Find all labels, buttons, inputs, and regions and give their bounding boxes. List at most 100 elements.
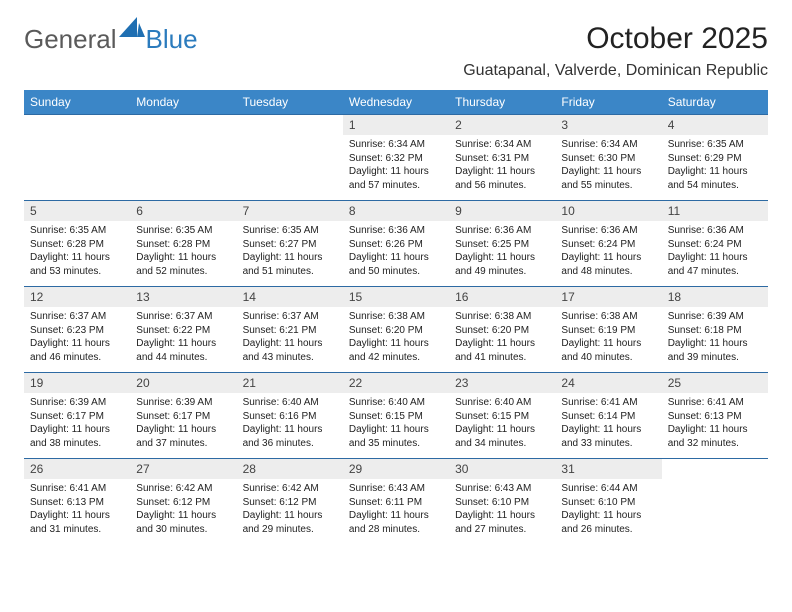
day-number: 8 <box>343 201 449 221</box>
calendar-table: Sunday Monday Tuesday Wednesday Thursday… <box>24 90 768 544</box>
sunrise-text: Sunrise: 6:34 AM <box>455 138 549 152</box>
calendar-cell: 23Sunrise: 6:40 AMSunset: 6:15 PMDayligh… <box>449 373 555 459</box>
daylight-text: Daylight: 11 hours and 46 minutes. <box>30 337 124 364</box>
sunset-text: Sunset: 6:20 PM <box>455 324 549 338</box>
daylight-text: Daylight: 11 hours and 52 minutes. <box>136 251 230 278</box>
calendar-cell: 6Sunrise: 6:35 AMSunset: 6:28 PMDaylight… <box>130 201 236 287</box>
day-number: 12 <box>24 287 130 307</box>
day-details: Sunrise: 6:34 AMSunset: 6:31 PMDaylight:… <box>449 135 555 200</box>
sunset-text: Sunset: 6:28 PM <box>30 238 124 252</box>
logo: General Blue <box>24 24 198 55</box>
day-number: 19 <box>24 373 130 393</box>
calendar-cell: 7Sunrise: 6:35 AMSunset: 6:27 PMDaylight… <box>237 201 343 287</box>
day-number: 2 <box>449 115 555 135</box>
calendar-cell: 9Sunrise: 6:36 AMSunset: 6:25 PMDaylight… <box>449 201 555 287</box>
daylight-text: Daylight: 11 hours and 36 minutes. <box>243 423 337 450</box>
calendar-cell: 3Sunrise: 6:34 AMSunset: 6:30 PMDaylight… <box>555 115 661 201</box>
calendar-cell: 11Sunrise: 6:36 AMSunset: 6:24 PMDayligh… <box>662 201 768 287</box>
sunset-text: Sunset: 6:18 PM <box>668 324 762 338</box>
sunset-text: Sunset: 6:17 PM <box>30 410 124 424</box>
day-details: Sunrise: 6:43 AMSunset: 6:11 PMDaylight:… <box>343 479 449 544</box>
day-details: Sunrise: 6:37 AMSunset: 6:21 PMDaylight:… <box>237 307 343 372</box>
calendar-cell: 1Sunrise: 6:34 AMSunset: 6:32 PMDaylight… <box>343 115 449 201</box>
calendar-cell: 31Sunrise: 6:44 AMSunset: 6:10 PMDayligh… <box>555 459 661 545</box>
day-details: Sunrise: 6:35 AMSunset: 6:28 PMDaylight:… <box>24 221 130 286</box>
sunrise-text: Sunrise: 6:36 AM <box>561 224 655 238</box>
day-details: Sunrise: 6:39 AMSunset: 6:17 PMDaylight:… <box>130 393 236 458</box>
calendar-cell: 26Sunrise: 6:41 AMSunset: 6:13 PMDayligh… <box>24 459 130 545</box>
day-details: Sunrise: 6:39 AMSunset: 6:18 PMDaylight:… <box>662 307 768 372</box>
sunset-text: Sunset: 6:10 PM <box>561 496 655 510</box>
day-number: 14 <box>237 287 343 307</box>
day-number: 1 <box>343 115 449 135</box>
calendar-row: 26Sunrise: 6:41 AMSunset: 6:13 PMDayligh… <box>24 459 768 545</box>
day-details: Sunrise: 6:41 AMSunset: 6:14 PMDaylight:… <box>555 393 661 458</box>
day-number: 31 <box>555 459 661 479</box>
day-details: Sunrise: 6:38 AMSunset: 6:20 PMDaylight:… <box>449 307 555 372</box>
daylight-text: Daylight: 11 hours and 34 minutes. <box>455 423 549 450</box>
sunset-text: Sunset: 6:25 PM <box>455 238 549 252</box>
calendar-row: 1Sunrise: 6:34 AMSunset: 6:32 PMDaylight… <box>24 115 768 201</box>
sunrise-text: Sunrise: 6:34 AM <box>349 138 443 152</box>
day-number: 25 <box>662 373 768 393</box>
month-title: October 2025 <box>463 22 768 56</box>
sunset-text: Sunset: 6:15 PM <box>349 410 443 424</box>
logo-sail-icon <box>119 17 145 44</box>
sunset-text: Sunset: 6:16 PM <box>243 410 337 424</box>
daylight-text: Daylight: 11 hours and 38 minutes. <box>30 423 124 450</box>
sunrise-text: Sunrise: 6:35 AM <box>30 224 124 238</box>
sunset-text: Sunset: 6:14 PM <box>561 410 655 424</box>
sunset-text: Sunset: 6:17 PM <box>136 410 230 424</box>
day-number: 17 <box>555 287 661 307</box>
calendar-body: 1Sunrise: 6:34 AMSunset: 6:32 PMDaylight… <box>24 115 768 545</box>
col-friday: Friday <box>555 90 661 115</box>
calendar-cell: 25Sunrise: 6:41 AMSunset: 6:13 PMDayligh… <box>662 373 768 459</box>
day-number: 6 <box>130 201 236 221</box>
calendar-cell: 24Sunrise: 6:41 AMSunset: 6:14 PMDayligh… <box>555 373 661 459</box>
calendar-row: 12Sunrise: 6:37 AMSunset: 6:23 PMDayligh… <box>24 287 768 373</box>
day-number: 21 <box>237 373 343 393</box>
sunset-text: Sunset: 6:20 PM <box>349 324 443 338</box>
day-number: 24 <box>555 373 661 393</box>
calendar-cell: 13Sunrise: 6:37 AMSunset: 6:22 PMDayligh… <box>130 287 236 373</box>
calendar-cell: 2Sunrise: 6:34 AMSunset: 6:31 PMDaylight… <box>449 115 555 201</box>
calendar-cell: 19Sunrise: 6:39 AMSunset: 6:17 PMDayligh… <box>24 373 130 459</box>
col-saturday: Saturday <box>662 90 768 115</box>
daylight-text: Daylight: 11 hours and 26 minutes. <box>561 509 655 536</box>
sunrise-text: Sunrise: 6:37 AM <box>30 310 124 324</box>
sunrise-text: Sunrise: 6:39 AM <box>136 396 230 410</box>
day-number: 30 <box>449 459 555 479</box>
day-number: 18 <box>662 287 768 307</box>
sunset-text: Sunset: 6:24 PM <box>668 238 762 252</box>
col-tuesday: Tuesday <box>237 90 343 115</box>
day-details <box>24 121 130 177</box>
daylight-text: Daylight: 11 hours and 40 minutes. <box>561 337 655 364</box>
sunrise-text: Sunrise: 6:40 AM <box>349 396 443 410</box>
day-details: Sunrise: 6:37 AMSunset: 6:22 PMDaylight:… <box>130 307 236 372</box>
daylight-text: Daylight: 11 hours and 39 minutes. <box>668 337 762 364</box>
day-details: Sunrise: 6:35 AMSunset: 6:27 PMDaylight:… <box>237 221 343 286</box>
col-monday: Monday <box>130 90 236 115</box>
calendar-cell: 5Sunrise: 6:35 AMSunset: 6:28 PMDaylight… <box>24 201 130 287</box>
daylight-text: Daylight: 11 hours and 57 minutes. <box>349 165 443 192</box>
sunrise-text: Sunrise: 6:42 AM <box>136 482 230 496</box>
day-details: Sunrise: 6:36 AMSunset: 6:24 PMDaylight:… <box>555 221 661 286</box>
calendar-cell <box>237 115 343 201</box>
day-details: Sunrise: 6:36 AMSunset: 6:26 PMDaylight:… <box>343 221 449 286</box>
day-details: Sunrise: 6:36 AMSunset: 6:25 PMDaylight:… <box>449 221 555 286</box>
calendar-cell: 12Sunrise: 6:37 AMSunset: 6:23 PMDayligh… <box>24 287 130 373</box>
day-details: Sunrise: 6:44 AMSunset: 6:10 PMDaylight:… <box>555 479 661 544</box>
weekday-header-row: Sunday Monday Tuesday Wednesday Thursday… <box>24 90 768 115</box>
sunrise-text: Sunrise: 6:35 AM <box>136 224 230 238</box>
daylight-text: Daylight: 11 hours and 51 minutes. <box>243 251 337 278</box>
day-details: Sunrise: 6:41 AMSunset: 6:13 PMDaylight:… <box>662 393 768 458</box>
calendar-cell: 16Sunrise: 6:38 AMSunset: 6:20 PMDayligh… <box>449 287 555 373</box>
daylight-text: Daylight: 11 hours and 35 minutes. <box>349 423 443 450</box>
day-number: 16 <box>449 287 555 307</box>
daylight-text: Daylight: 11 hours and 29 minutes. <box>243 509 337 536</box>
calendar-cell <box>130 115 236 201</box>
day-details: Sunrise: 6:40 AMSunset: 6:15 PMDaylight:… <box>343 393 449 458</box>
sunset-text: Sunset: 6:15 PM <box>455 410 549 424</box>
day-details: Sunrise: 6:39 AMSunset: 6:17 PMDaylight:… <box>24 393 130 458</box>
daylight-text: Daylight: 11 hours and 53 minutes. <box>30 251 124 278</box>
